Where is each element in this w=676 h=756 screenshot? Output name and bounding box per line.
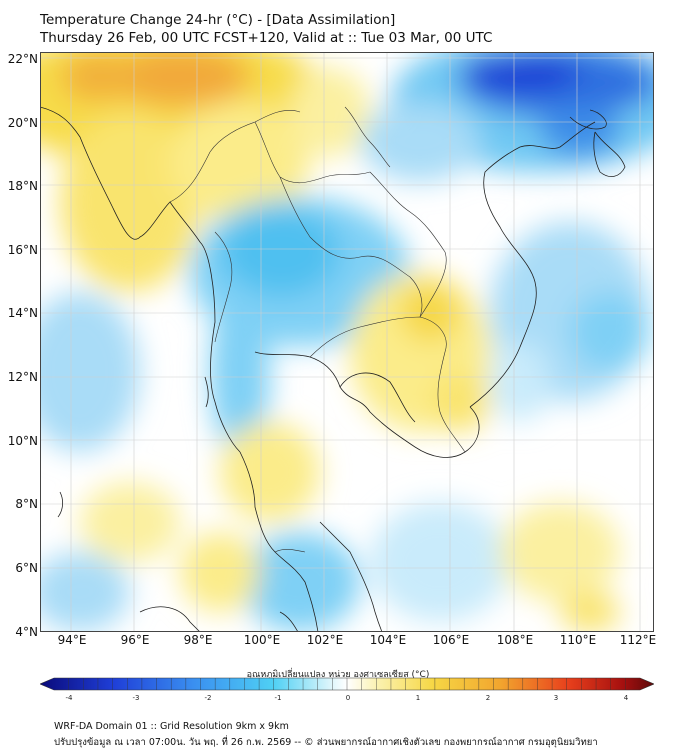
- lon-label-102e: 102°E: [306, 633, 344, 647]
- colorbar-tick: 2: [485, 694, 491, 702]
- footer-credit: ปรับปรุงข้อมูล ณ เวลา 07:00น. วัน พฤ. ที…: [54, 737, 598, 748]
- colorbar-tick: 0: [345, 694, 351, 702]
- map-subtitle: Thursday 26 Feb, 00 UTC FCST+120, Valid …: [40, 30, 493, 46]
- country-borders: [169, 106, 466, 553]
- colorbar: [40, 677, 654, 691]
- colorbar-tick: 4: [623, 694, 629, 702]
- graticule: [40, 52, 654, 632]
- lon-label-110e: 110°E: [559, 633, 597, 647]
- lat-label-22n: 22°N: [7, 52, 38, 66]
- lat-label-20n: 20°N: [7, 116, 38, 130]
- lon-label-104e: 104°E: [369, 633, 407, 647]
- colorbar-tick: -2: [204, 694, 212, 702]
- temperature-change-map[interactable]: [40, 52, 654, 632]
- lon-label-96e: 96°E: [120, 633, 150, 647]
- lat-label-18n: 18°N: [7, 179, 38, 193]
- colorbar-tick: 1: [415, 694, 421, 702]
- lat-label-8n: 8°N: [15, 497, 38, 511]
- lon-label-106e: 106°E: [432, 633, 470, 647]
- lon-label-100e: 100°E: [243, 633, 281, 647]
- lon-label-112e: 112°E: [619, 633, 657, 647]
- lat-label-14n: 14°N: [7, 306, 38, 320]
- map-frame: [40, 52, 654, 632]
- lon-label-98e: 98°E: [183, 633, 213, 647]
- lat-label-4n: 4°N: [15, 625, 38, 639]
- map-canvas: [40, 52, 654, 632]
- colorbar-tick: -3: [132, 694, 140, 702]
- lat-label-16n: 16°N: [7, 243, 38, 257]
- colorbar-tick: 3: [553, 694, 559, 702]
- colorbar-tick: -1: [274, 694, 282, 702]
- map-title: Temperature Change 24-hr (°C) - [Data As…: [40, 12, 396, 28]
- temperature-field: [40, 52, 654, 632]
- lat-label-12n: 12°N: [7, 370, 38, 384]
- colorbar-label: อุณหภูมิเปลี่ยนแปลง หน่วย องศาเซลเซียส (…: [246, 670, 430, 680]
- footer-model-info: WRF-DA Domain 01 :: Grid Resolution 9km …: [54, 721, 289, 732]
- lon-label-108e: 108°E: [496, 633, 534, 647]
- lat-label-6n: 6°N: [15, 561, 38, 575]
- lat-label-10n: 10°N: [7, 434, 38, 448]
- colorbar-tick: -4: [65, 694, 73, 702]
- lon-label-94e: 94°E: [57, 633, 87, 647]
